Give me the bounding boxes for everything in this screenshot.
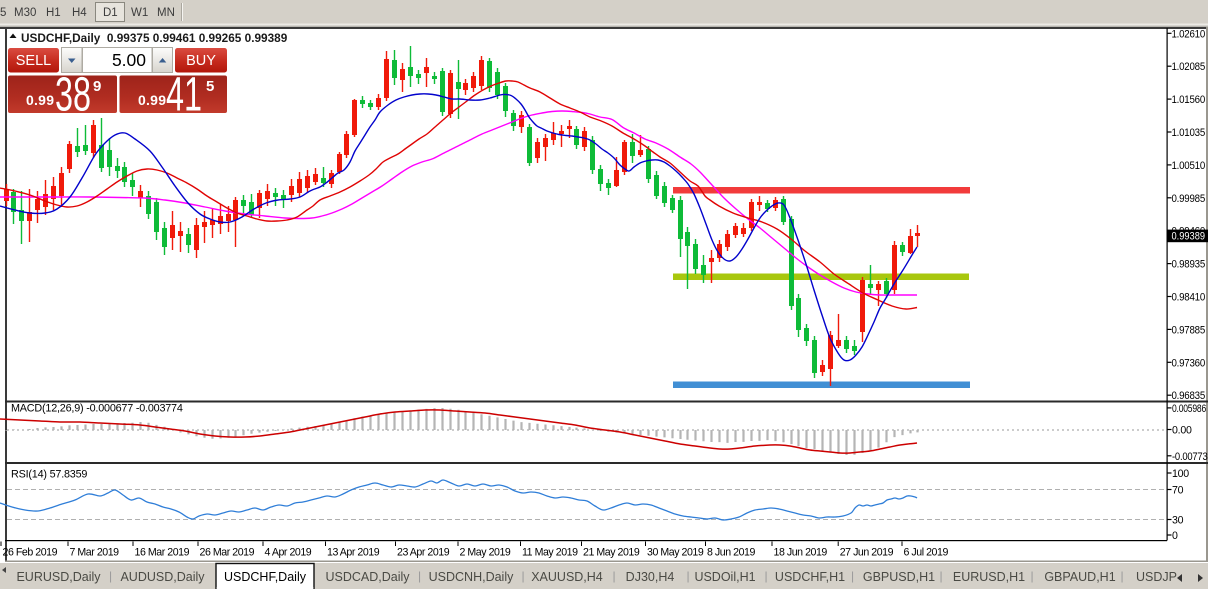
svg-text:7 Mar 2019: 7 Mar 2019 (70, 547, 120, 559)
svg-text:EURUSD,H1: EURUSD,H1 (953, 570, 1025, 584)
svg-text:USDCHF,Daily 0.99375 0.99461: USDCHF,Daily 0.99375 0.99461 0.99265 0.9… (21, 31, 288, 45)
svg-text:26 Mar 2019: 26 Mar 2019 (200, 547, 255, 559)
svg-text:D1: D1 (103, 7, 118, 19)
svg-text:-0.00773: -0.00773 (1172, 451, 1208, 463)
svg-text:H1: H1 (46, 7, 61, 19)
svg-text:SELL: SELL (16, 53, 51, 69)
svg-text:MACD(12,26,9) -0.000677 -0.003: MACD(12,26,9) -0.000677 -0.003774 (11, 403, 183, 415)
svg-text:5: 5 (206, 78, 214, 95)
svg-text:30: 30 (1172, 515, 1184, 527)
svg-text:13 Apr 2019: 13 Apr 2019 (327, 547, 380, 559)
svg-text:H4: H4 (72, 7, 87, 19)
svg-text:|: | (939, 569, 942, 583)
svg-text:41: 41 (166, 69, 202, 122)
svg-text:DJ30,H4: DJ30,H4 (626, 570, 675, 584)
svg-text:0.99985: 0.99985 (1172, 193, 1206, 205)
svg-text:0.98935: 0.98935 (1172, 259, 1206, 271)
svg-text:100: 100 (1172, 468, 1189, 480)
svg-text:21 May 2019: 21 May 2019 (583, 547, 640, 559)
svg-text:|: | (521, 569, 524, 583)
svg-text:1.01035: 1.01035 (1172, 127, 1206, 139)
svg-text:0.99: 0.99 (138, 92, 166, 108)
svg-text:0.97360: 0.97360 (1172, 357, 1206, 369)
svg-text:BUY: BUY (186, 53, 216, 69)
svg-text:|: | (418, 569, 421, 583)
svg-text:|: | (109, 569, 112, 583)
svg-text:0.00: 0.00 (1172, 425, 1192, 437)
svg-text:USDJP: USDJP (1136, 570, 1177, 584)
svg-text:18 Jun 2019: 18 Jun 2019 (774, 547, 828, 559)
svg-text:|: | (1120, 569, 1123, 583)
svg-text:|: | (1030, 569, 1033, 583)
svg-text:23 Apr 2019: 23 Apr 2019 (397, 547, 450, 559)
svg-text:USDOil,H1: USDOil,H1 (694, 570, 755, 584)
svg-text:0.98410: 0.98410 (1172, 292, 1206, 304)
svg-text:AUDUSD,Daily: AUDUSD,Daily (120, 570, 205, 584)
svg-text:0.99: 0.99 (26, 92, 54, 108)
svg-text:27 Jun 2019: 27 Jun 2019 (840, 547, 894, 559)
svg-text:1.00510: 1.00510 (1172, 160, 1206, 172)
svg-text:5: 5 (0, 7, 6, 19)
svg-text:M30: M30 (14, 7, 36, 19)
svg-text:USDCNH,Daily: USDCNH,Daily (429, 570, 514, 584)
svg-text:0: 0 (1172, 530, 1178, 542)
svg-text:GBPUSD,H1: GBPUSD,H1 (863, 570, 935, 584)
svg-text:1.01560: 1.01560 (1172, 94, 1206, 106)
svg-text:26 Feb 2019: 26 Feb 2019 (3, 547, 58, 559)
svg-text:|: | (764, 569, 767, 583)
svg-text:EURUSD,Daily: EURUSD,Daily (16, 570, 101, 584)
svg-text:0.005986: 0.005986 (1172, 403, 1206, 415)
svg-text:MN: MN (157, 7, 175, 19)
svg-text:|: | (686, 569, 689, 583)
svg-text:30 May 2019: 30 May 2019 (647, 547, 704, 559)
svg-text:RSI(14) 57.8359: RSI(14) 57.8359 (11, 469, 87, 481)
svg-text:W1: W1 (131, 7, 148, 19)
svg-text:|: | (612, 569, 615, 583)
svg-text:GBPAUD,H1: GBPAUD,H1 (1044, 570, 1115, 584)
svg-text:1.02085: 1.02085 (1172, 61, 1206, 73)
svg-text:70: 70 (1172, 485, 1184, 497)
svg-text:USDCAD,Daily: USDCAD,Daily (325, 570, 410, 584)
svg-text:XAUUSD,H4: XAUUSD,H4 (531, 570, 603, 584)
svg-text:2 May 2019: 2 May 2019 (460, 547, 511, 559)
svg-text:USDCHF,Daily: USDCHF,Daily (224, 570, 307, 584)
svg-text:|: | (851, 569, 854, 583)
svg-text:5.00: 5.00 (112, 50, 146, 70)
svg-text:USDCHF,H1: USDCHF,H1 (775, 570, 845, 584)
svg-text:9: 9 (93, 78, 101, 95)
svg-text:4 Apr 2019: 4 Apr 2019 (265, 547, 312, 559)
svg-text:16 Mar 2019: 16 Mar 2019 (135, 547, 190, 559)
svg-text:6 Jul 2019: 6 Jul 2019 (904, 547, 949, 559)
svg-text:0.97885: 0.97885 (1172, 324, 1206, 336)
svg-text:0.96835: 0.96835 (1172, 390, 1206, 402)
svg-text:8 Jun 2019: 8 Jun 2019 (707, 547, 755, 559)
svg-text:11 May 2019: 11 May 2019 (522, 547, 578, 559)
svg-text:38: 38 (55, 69, 91, 122)
svg-text:0.99389: 0.99389 (1172, 230, 1206, 242)
svg-text:1.02610: 1.02610 (1172, 28, 1206, 40)
